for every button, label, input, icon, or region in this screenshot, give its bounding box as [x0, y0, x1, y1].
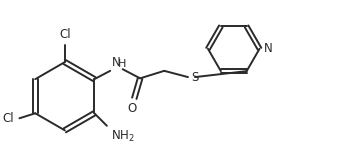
Text: O: O [127, 102, 136, 115]
Text: N: N [112, 56, 121, 69]
Text: H: H [118, 59, 126, 69]
Text: S: S [192, 71, 199, 84]
Text: N: N [264, 42, 273, 55]
Text: Cl: Cl [3, 112, 15, 125]
Text: NH$_2$: NH$_2$ [111, 129, 135, 144]
Text: Cl: Cl [59, 28, 71, 41]
